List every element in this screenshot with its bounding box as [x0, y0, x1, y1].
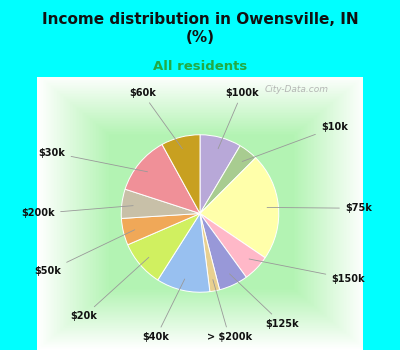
Wedge shape [162, 135, 200, 214]
Wedge shape [200, 135, 240, 214]
Text: $10k: $10k [242, 122, 348, 161]
Wedge shape [200, 146, 256, 214]
Text: $30k: $30k [39, 148, 148, 172]
Text: City-Data.com: City-Data.com [265, 85, 329, 94]
Wedge shape [121, 189, 200, 218]
Wedge shape [200, 214, 246, 290]
Text: $40k: $40k [142, 279, 185, 342]
Text: $200k: $200k [22, 206, 133, 218]
Text: $20k: $20k [70, 257, 149, 321]
Wedge shape [200, 214, 265, 277]
Wedge shape [200, 214, 220, 292]
Wedge shape [128, 214, 200, 280]
Text: $100k: $100k [218, 88, 259, 149]
Text: All residents: All residents [153, 60, 247, 73]
Wedge shape [122, 214, 200, 245]
Text: Income distribution in Owensville, IN
(%): Income distribution in Owensville, IN (%… [42, 12, 358, 45]
Text: $50k: $50k [34, 230, 135, 276]
Text: $150k: $150k [249, 259, 365, 284]
Text: > $200k: > $200k [207, 280, 252, 342]
Wedge shape [125, 145, 200, 214]
Text: $60k: $60k [129, 88, 182, 149]
Text: $75k: $75k [267, 203, 372, 213]
Wedge shape [158, 214, 210, 292]
Text: $125k: $125k [230, 274, 299, 329]
Wedge shape [200, 158, 279, 258]
